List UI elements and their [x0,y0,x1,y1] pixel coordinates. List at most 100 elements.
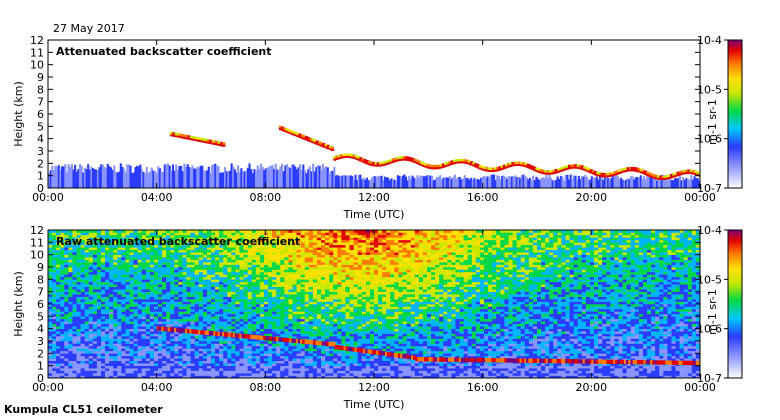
noise-cell [202,360,208,364]
noise-cell [133,269,138,273]
noise-cell [194,345,200,349]
noise-cell [149,271,155,275]
noise-cell [100,336,106,339]
noise-cell [227,308,232,312]
surface-layer-cell [173,170,176,188]
noise-cell [64,368,69,371]
noise-cell [105,368,110,371]
noise-cell [64,247,69,251]
feature-core [635,169,639,172]
noise-cell [223,370,228,374]
noise-cell [80,363,85,366]
noise-cell [125,360,130,364]
noise-cell [296,237,301,241]
feature-core [335,157,339,160]
noise-cell [268,279,273,283]
noise-cell [141,350,147,354]
noise-cell [129,336,134,339]
noise-cell [259,254,265,258]
surface-layer-cell [250,169,253,188]
noise-cell [133,338,138,342]
noise-cell [178,326,183,329]
noise-cell [48,343,53,347]
noise-cell [182,373,187,376]
noise-cell [292,370,297,374]
noise-cell [162,247,167,251]
noise-cell [105,296,110,300]
surface-layer-cell [277,169,280,188]
noise-cell [296,321,301,325]
surface-layer-cell [462,178,465,188]
noise-cell [194,301,200,305]
noise-cell [219,239,224,243]
noise-cell [316,375,322,378]
feature-core [696,173,700,176]
noise-cell [304,306,310,310]
noise-cell [304,323,310,327]
noise-cell [206,308,212,312]
noise-cell [316,333,322,337]
noise-cell [219,284,224,288]
noise-cell [215,286,220,290]
noise-cell [117,247,122,251]
noise-cell [288,370,293,374]
noise-cell [88,350,94,354]
noise-cell [276,321,281,325]
surface-layer-cell [294,166,297,188]
noise-cell [243,375,248,378]
noise-cell [288,301,293,305]
noise-cell [178,291,183,295]
noise-cell [92,286,98,290]
noise-cell [259,341,265,344]
noise-cell [117,269,122,273]
noise-cell [194,244,200,248]
feature-core [587,170,591,173]
noise-cell [174,259,179,263]
noise-cell [137,244,143,248]
noise-cell [129,242,134,246]
noise-cell [198,341,204,344]
feature-core [624,170,628,173]
noise-cell [113,259,118,263]
noise-cell [113,326,118,329]
surface-layer-cell [396,175,399,188]
noise-cell [223,281,228,285]
noise-cell [223,271,228,275]
feature-core [620,171,624,174]
noise-cell [280,274,285,278]
noise-cell [308,331,314,334]
noise-cell [263,284,269,288]
noise-cell [162,237,167,241]
feature-core [615,172,619,175]
noise-cell [227,296,232,300]
surface-layer-cell [385,177,388,188]
noise-cell [259,291,265,295]
noise-cell [72,237,77,241]
noise-cell [276,230,281,233]
noise-cell [100,341,106,344]
surface-layer-cell [93,169,96,188]
noise-cell [113,264,118,268]
noise-cell [178,281,183,285]
noise-cell [105,279,110,283]
noise-cell [312,239,318,243]
noise-cell [219,360,224,364]
noise-cell [231,264,236,268]
noise-cell [272,234,277,238]
noise-cell [202,341,208,344]
noise-cell [174,304,179,307]
noise-cell [100,286,106,290]
noise-cell [304,299,310,302]
noise-cell [64,239,69,243]
noise-cell [239,355,244,359]
noise-cell [137,242,143,246]
feature-cell [539,169,543,174]
surface-layer-cell [178,165,181,188]
noise-cell [219,237,224,241]
surface-layer-cell [620,177,623,188]
noise-cell [206,373,212,376]
noise-cell [52,249,57,253]
noise-cell [166,281,171,285]
noise-cell [239,276,244,280]
noise-cell [215,355,220,359]
